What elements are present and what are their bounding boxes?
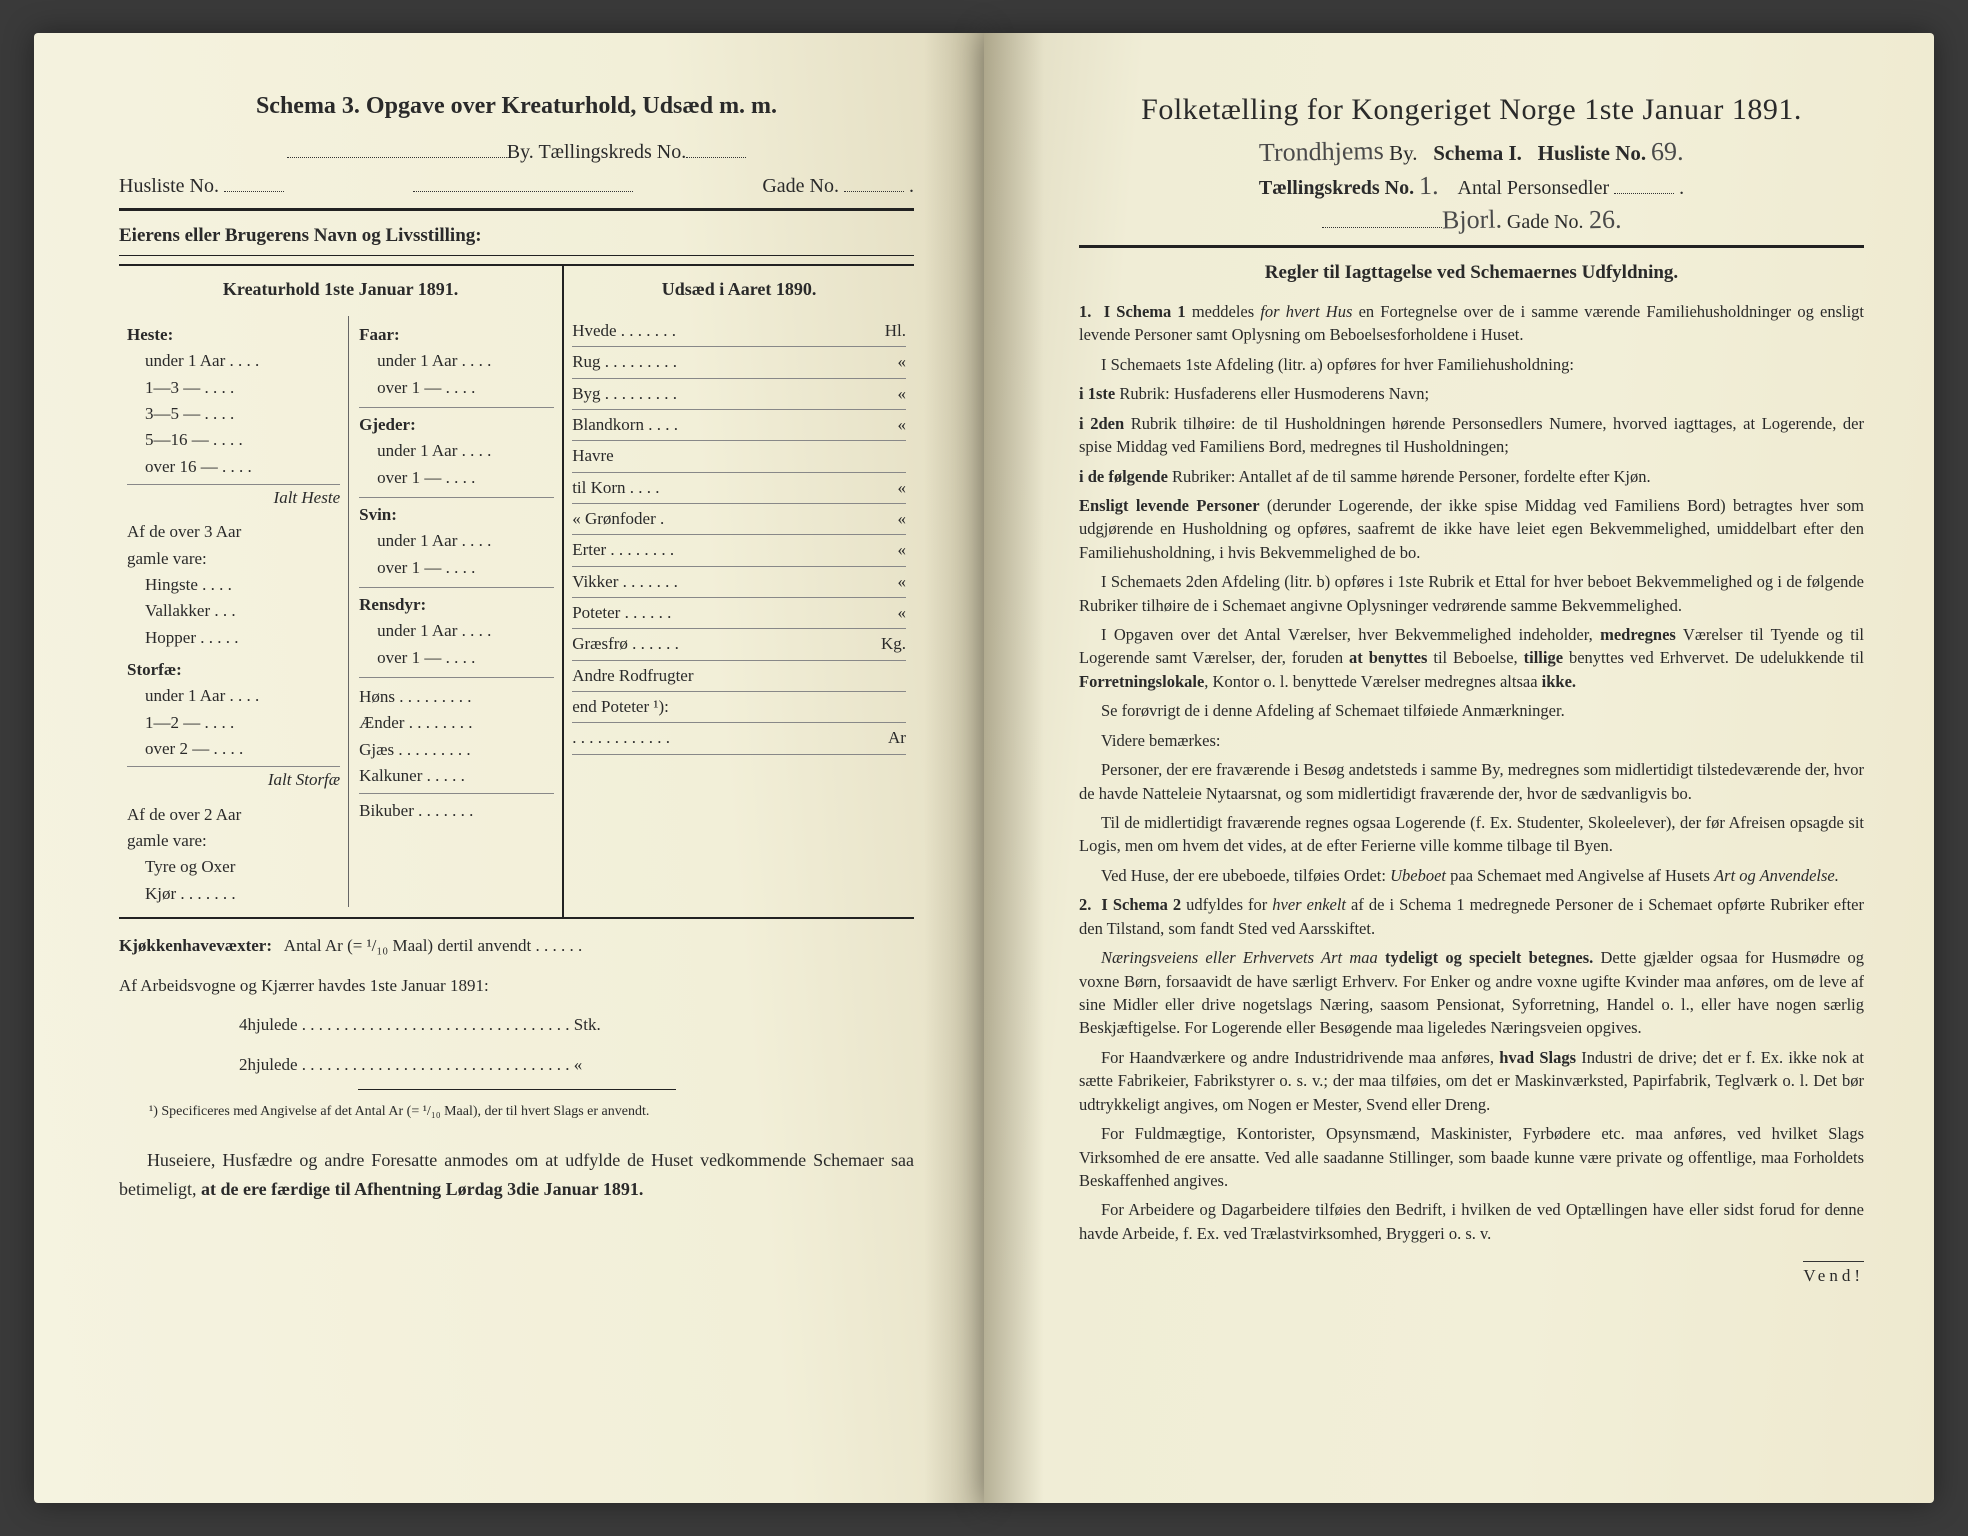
- kreds-line: Tællingskreds No. 1. Antal Personsedler …: [1079, 171, 1864, 201]
- uds-row: Græsfrø . . . . . .Kg.: [572, 629, 906, 660]
- city-line: Trondhjems By. Schema I. Husliste No. 69…: [1079, 137, 1864, 167]
- book-spread: Schema 3. Opgave over Kreaturhold, Udsæd…: [34, 33, 1934, 1503]
- rules-body: 1. I Schema 1 meddeles for hvert Hus en …: [1079, 300, 1864, 1245]
- vend: Vend!: [1803, 1261, 1864, 1286]
- footnote: ¹) Specificeres med Angivelse af det Ant…: [149, 1102, 884, 1122]
- gade-line: Bjorl. Gade No. 26.: [1079, 205, 1864, 235]
- uds-row: Byg . . . . . . . . .«: [572, 379, 906, 410]
- uds-row: « Grønfoder .«: [572, 504, 906, 535]
- kr-left: Heste: under 1 Aar . . . . 1—3 — . . . .…: [127, 316, 349, 907]
- arbeid-4hj: 4hjulede . . . . . . . . . . . . . . . .…: [119, 1012, 914, 1038]
- kjokken-line: Kjøkkenhavevæxter: Antal Ar (= ¹/₁₀ Maal…: [119, 933, 914, 959]
- census-title: Folketælling for Kongeriget Norge 1ste J…: [1079, 93, 1864, 127]
- uds-row: . . . . . . . . . . . .Ar: [572, 723, 906, 754]
- uds-row: Erter . . . . . . . .«: [572, 535, 906, 566]
- left-page: Schema 3. Opgave over Kreaturhold, Udsæd…: [34, 33, 984, 1503]
- schema3-title: Schema 3. Opgave over Kreaturhold, Udsæd…: [119, 93, 914, 120]
- arbeid-line: Af Arbeidsvogne og Kjærrer havdes 1ste J…: [119, 973, 914, 999]
- kreaturhold-col: Kreaturhold 1ste Januar 1891. Heste: und…: [119, 266, 564, 917]
- owner-label: Eierens eller Brugerens Navn og Livsstil…: [119, 225, 914, 247]
- kr-right: Faar: under 1 Aar . . . . over 1 — . . .…: [349, 316, 554, 907]
- line-husliste: Husliste No. Gade No. .: [119, 172, 914, 198]
- line-by: By. Tællingskreds No.: [119, 138, 914, 164]
- arbeid-2hj: 2hjulede . . . . . . . . . . . . . . . .…: [119, 1052, 914, 1078]
- uds-row: til Korn . . . .«: [572, 473, 906, 504]
- right-page: Folketælling for Kongeriget Norge 1ste J…: [984, 33, 1934, 1503]
- uds-title: Udsæd i Aaret 1890.: [572, 276, 906, 304]
- tables: Kreaturhold 1ste Januar 1891. Heste: und…: [119, 264, 914, 919]
- uds-row: Poteter . . . . . .«: [572, 598, 906, 629]
- uds-row: Havre: [572, 441, 906, 472]
- uds-row: end Poteter ¹):: [572, 692, 906, 723]
- rules-title: Regler til Iagttagelse ved Schemaernes U…: [1079, 262, 1864, 284]
- kr-title: Kreaturhold 1ste Januar 1891.: [127, 276, 554, 304]
- uds-row: Blandkorn . . . .«: [572, 410, 906, 441]
- uds-row: Andre Rodfrugter: [572, 661, 906, 692]
- closing: Huseiere, Husfædre og andre Foresatte an…: [119, 1146, 914, 1204]
- uds-row: Vikker . . . . . . .«: [572, 567, 906, 598]
- uds-row: Rug . . . . . . . . .«: [572, 347, 906, 378]
- udsaed-col: Udsæd i Aaret 1890. Hvede . . . . . . .H…: [564, 266, 914, 917]
- uds-row: Hvede . . . . . . .Hl.: [572, 316, 906, 347]
